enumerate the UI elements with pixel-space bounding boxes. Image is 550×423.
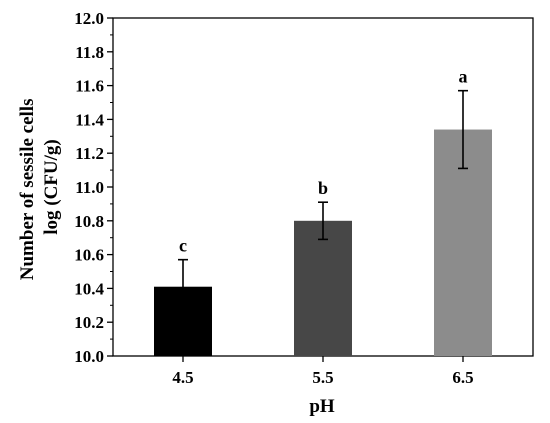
bars — [154, 129, 492, 356]
y-tick-label: 11.2 — [75, 144, 104, 163]
y-tick-label: 12.0 — [74, 9, 104, 28]
y-tick-label: 11.8 — [75, 43, 104, 62]
y-axis-title: Number of sessile cells log (CFU/g) — [17, 94, 62, 280]
y-tick-label: 10.8 — [74, 212, 104, 231]
x-tick-label: 4.5 — [172, 368, 193, 387]
y-axis-title-line-2: log (CFU/g) — [41, 139, 62, 235]
significance-labels: c b a — [179, 67, 468, 256]
error-bars — [178, 89, 468, 315]
bar — [294, 220, 352, 356]
x-tick-label: 6.5 — [452, 368, 473, 387]
y-tick-label: 10.2 — [74, 313, 104, 332]
y-axis-title-line-1: Number of sessile cells — [17, 99, 38, 281]
y-tick-label: 10.0 — [74, 347, 104, 366]
significance-label: b — [318, 178, 328, 198]
significance-label: c — [179, 236, 187, 256]
x-axis-title: pH — [309, 396, 335, 417]
y-tick-label: 10.4 — [74, 279, 104, 298]
y-tick-label: 11.4 — [75, 110, 104, 129]
y-tick-label: 11.6 — [75, 77, 104, 96]
y-tick-label: 10.6 — [74, 246, 104, 265]
y-tick-label: 11.0 — [75, 178, 104, 197]
x-tick-label: 5.5 — [312, 368, 333, 387]
ticks: 10.0 10.2 10.4 10.6 10.8 11.0 11.2 11.4 11.6 11.8… — [74, 9, 473, 387]
significance-label: a — [459, 67, 468, 87]
